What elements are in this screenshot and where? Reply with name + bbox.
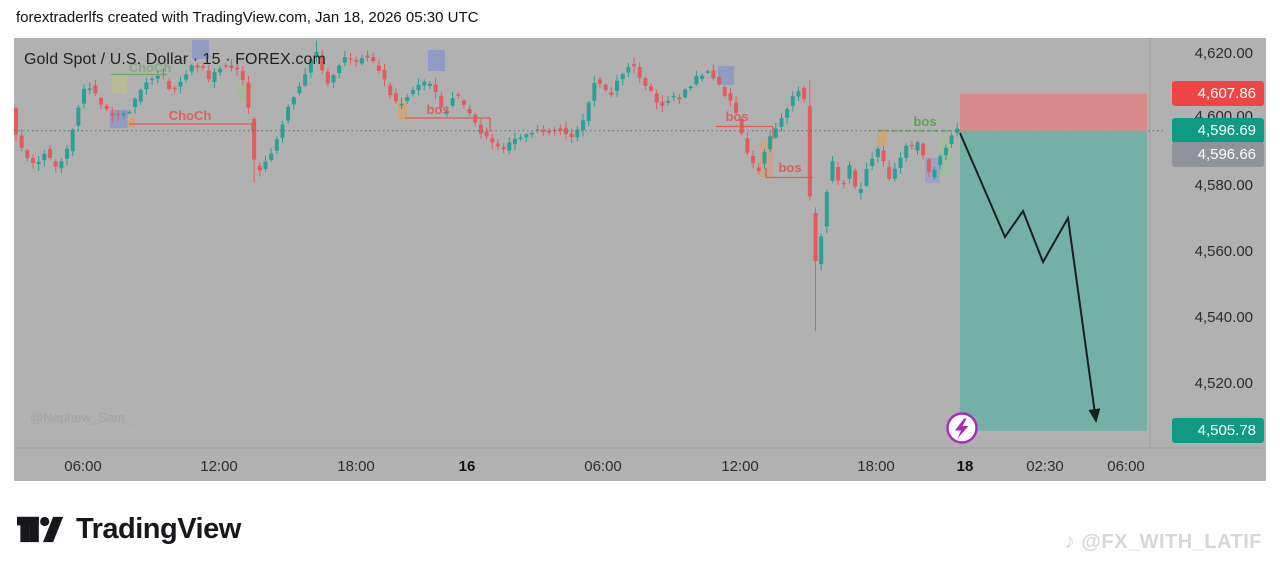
smc-annotations: ChoCh ChoCh bos bos bos bos (111, 60, 958, 179)
social-handle-text: @FX_WITH_LATIF (1081, 530, 1262, 553)
time-tick: 02:30 (1026, 458, 1064, 475)
short-position-tool[interactable] (960, 93, 1147, 431)
candles (14, 40, 960, 332)
take-profit-zone (960, 130, 1147, 431)
time-tick: 12:00 (721, 458, 759, 475)
svg-text:bos: bos (778, 160, 801, 175)
symbol-title: Gold Spot / U.S. Dollar · 15 · FOREX.com (24, 51, 326, 68)
time-axis[interactable]: 06:00 12:00 18:00 16 06:00 12:00 18:00 18 02:30 0… (14, 458, 1266, 478)
chart-panel[interactable]: ChoCh ChoCh bos bos bos bos Gold Spot / U.S. … (14, 38, 1266, 481)
time-tick: 12:00 (200, 458, 238, 475)
time-tick: 18:00 (857, 458, 895, 475)
lightning-icon[interactable] (946, 412, 978, 444)
time-tick: 18 (956, 458, 974, 475)
stop-loss-zone (960, 93, 1147, 131)
svg-text:bos: bos (913, 114, 936, 129)
note-icon: ♪ (1064, 530, 1076, 553)
tradingview-brand: TradingView (17, 513, 241, 546)
tradingview-logo-icon (17, 516, 64, 543)
candlestick-plot[interactable]: ChoCh ChoCh bos bos bos bos (14, 38, 1266, 481)
time-tick: 16 (458, 458, 476, 475)
footer: TradingView ♪ @FX_WITH_LATIF (0, 481, 1280, 574)
time-tick: 18:00 (337, 458, 375, 475)
projection-arrow[interactable] (959, 132, 1101, 423)
social-handle: ♪ @FX_WITH_LATIF (1064, 530, 1262, 554)
svg-text:ChoCh: ChoCh (169, 108, 212, 123)
svg-text:bos: bos (725, 109, 748, 124)
svg-text:ChoCh: ChoCh (129, 60, 172, 75)
time-tick: 06:00 (1107, 458, 1145, 475)
author-watermark: @Nephew_Sam_ (30, 410, 133, 425)
share-header: forextraderlfs created with TradingView.… (0, 0, 1280, 38)
svg-text:bos: bos (426, 102, 449, 117)
share-header-text: forextraderlfs created with TradingView.… (16, 9, 479, 26)
tradingview-brand-text: TradingView (76, 513, 241, 545)
time-tick: 06:00 (584, 458, 622, 475)
time-tick: 06:00 (64, 458, 102, 475)
